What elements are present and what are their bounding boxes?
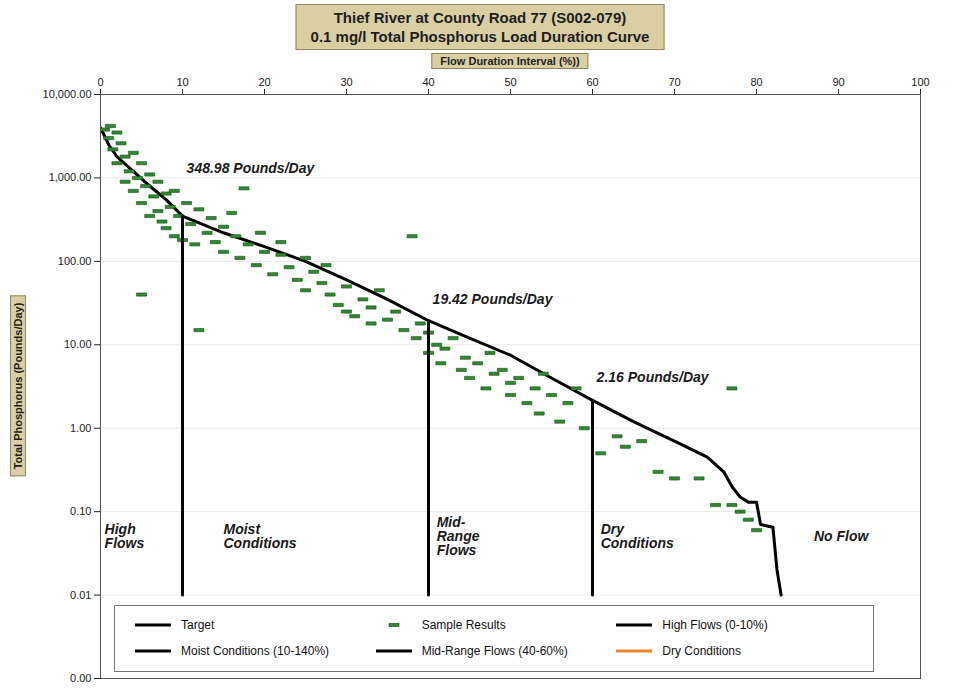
html-text:Target: Target: [181, 618, 215, 633]
svg-text:0.01: 0.01: [70, 589, 91, 601]
svg-text:0.10: 0.10: [70, 505, 91, 517]
svg-text:50: 50: [504, 76, 516, 88]
html-text:Flow Duration Interval (%)): Flow Duration Interval (%)): [440, 55, 580, 67]
html-text:Mid-Range Flows (40-60%): Mid-Range Flows (40-60%): [421, 644, 568, 659]
svg-text:348.98 Pounds/Day: 348.98 Pounds/Day: [187, 160, 316, 176]
svg-text:80: 80: [750, 76, 762, 88]
svg-text:0.00: 0.00: [70, 672, 91, 684]
svg-text:10,000.00: 10,000.00: [43, 88, 92, 100]
svg-text:MoistConditions: MoistConditions: [224, 521, 297, 551]
svg-text:10: 10: [176, 76, 188, 88]
svg-text:40: 40: [422, 76, 434, 88]
svg-text:0: 0: [97, 76, 103, 88]
html-text:0.1 mg/l Total Phosphorus Load: 0.1 mg/l Total Phosphorus Load Duration …: [310, 28, 650, 45]
svg-text:70: 70: [668, 76, 680, 88]
svg-text:2.16 Pounds/Day: 2.16 Pounds/Day: [596, 369, 710, 385]
svg-text:90: 90: [832, 76, 844, 88]
svg-text:DryConditions: DryConditions: [601, 521, 674, 551]
svg-text:60: 60: [586, 76, 598, 88]
html-text:Total Phosphorus (Pounds/Day): Total Phosphorus (Pounds/Day): [12, 302, 24, 470]
svg-text:1.00: 1.00: [70, 422, 91, 434]
svg-text:Mid-RangeFlows: Mid-RangeFlows: [437, 514, 480, 558]
html-text:High Flows (0-10%): High Flows (0-10%): [662, 618, 768, 633]
svg-text:1,000.00: 1,000.00: [49, 171, 92, 183]
svg-text:20: 20: [258, 76, 270, 88]
svg-text:100: 100: [911, 76, 929, 88]
html-text:Dry Conditions: Dry Conditions: [662, 644, 741, 659]
svg-text:HighFlows: HighFlows: [105, 521, 145, 551]
html-text:Sample Results: Sample Results: [421, 618, 506, 633]
html-text:Thief River at County Road 77: Thief River at County Road 77 (S002-079): [333, 9, 627, 26]
svg-text:100.00: 100.00: [58, 255, 92, 267]
svg-text:19.42 Pounds/Day: 19.42 Pounds/Day: [433, 291, 554, 307]
svg-text:30: 30: [340, 76, 352, 88]
svg-text:No Flow: No Flow: [814, 528, 870, 544]
html-text:Moist Conditions (10-140%): Moist Conditions (10-140%): [181, 644, 330, 659]
svg-text:10.00: 10.00: [64, 338, 92, 350]
